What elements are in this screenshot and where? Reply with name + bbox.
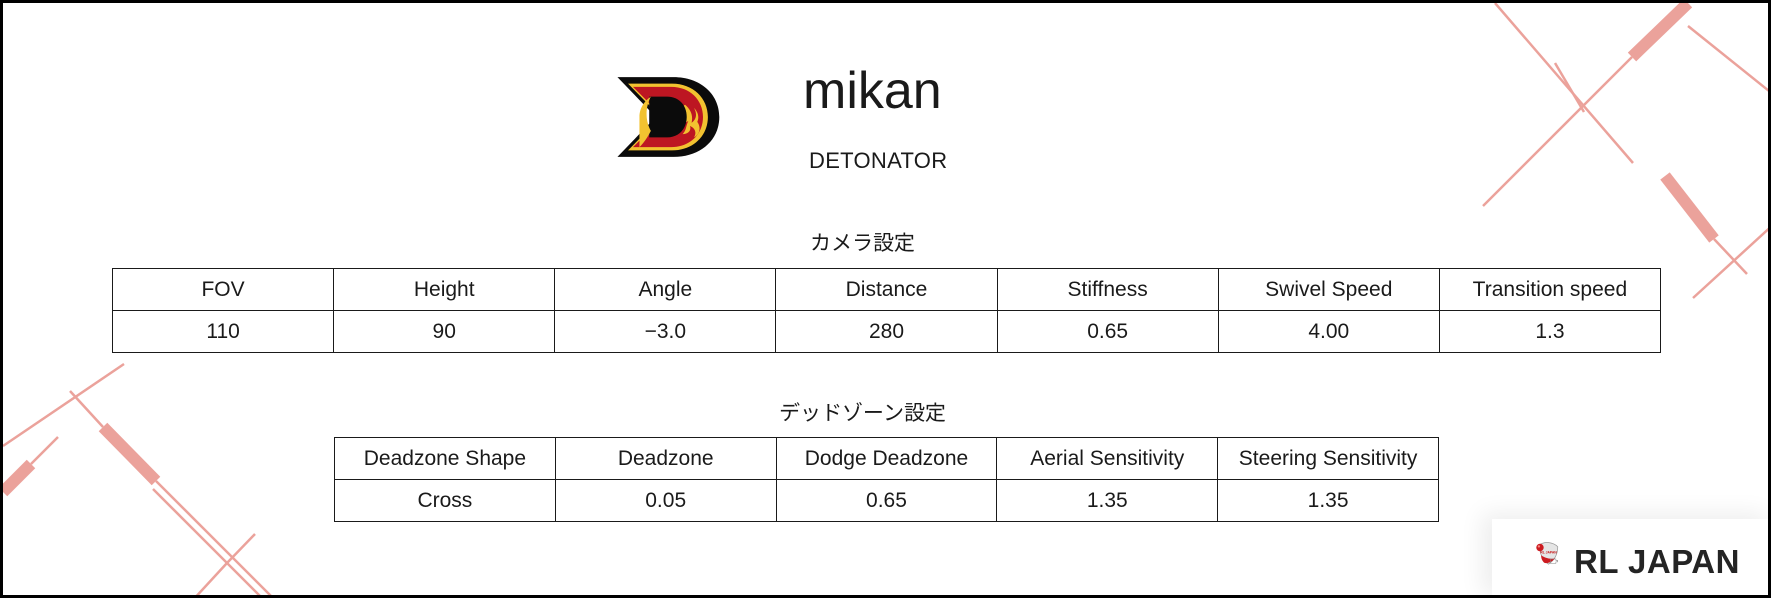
svg-text:RL JAPAN: RL JAPAN — [1540, 550, 1557, 554]
